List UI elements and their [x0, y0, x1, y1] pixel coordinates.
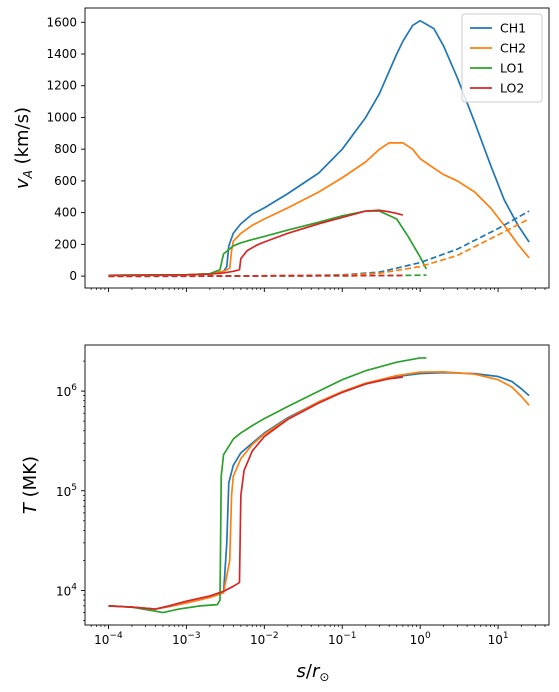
top-series-lo2-line — [108, 209, 404, 277]
bottom-xtick-label: 101 — [488, 631, 509, 647]
legend-box — [461, 13, 543, 103]
top-series-dashed-7-line — [108, 274, 403, 278]
top-ytick-label: 1400 — [46, 47, 77, 61]
bottom-series-lo2-line — [108, 376, 403, 610]
bottom-ytick-label: 105 — [56, 483, 77, 499]
bottom-panel-temperature: 10−4 10−3 10−2 10−1 100 101 104 105 106 T (MK) s/r… — [20, 344, 550, 684]
legend-label-lo2: LO2 — [500, 81, 524, 96]
top-ytick-label: 800 — [54, 142, 77, 156]
bottom-ylabel: T (MK) — [20, 456, 41, 514]
bottom-xtick-label: 10−3 — [172, 631, 201, 647]
top-series-ch2-line — [108, 141, 530, 277]
top-series-dashed-5-line — [108, 218, 530, 277]
bottom-ytick-label: 104 — [56, 582, 77, 598]
top-legend: CH1 CH2 LO1 LO2 — [461, 13, 543, 103]
top-panel-velocity: 0 200 400 600 800 1000 1200 1400 1600 vA (km/s) CH… — [12, 7, 550, 292]
bottom-axes-frame — [84, 344, 550, 626]
bottom-xtick-label: 100 — [410, 631, 431, 647]
bottom-xtick-label: 10−2 — [250, 631, 279, 647]
top-ylabel: vA (km/s) — [12, 107, 35, 189]
top-ytick-label: 400 — [54, 206, 77, 220]
bottom-series-lo1-line — [108, 357, 427, 614]
bottom-xtick-label: 10−1 — [328, 631, 357, 647]
top-ytick-label: 1600 — [46, 15, 77, 29]
bottom-xtick-label: 10−4 — [94, 631, 123, 647]
top-series-lo1-line — [108, 210, 428, 277]
top-ytick-label: 600 — [54, 174, 77, 188]
legend-label-ch2: CH2 — [500, 41, 526, 56]
top-series-dashed-4-line — [108, 210, 530, 277]
top-ytick-label: 200 — [54, 237, 77, 251]
top-ytick-label: 1200 — [46, 79, 77, 93]
top-ytick-label: 1000 — [46, 110, 77, 124]
bottom-ytick-label: 106 — [56, 383, 77, 399]
top-ytick-label: 0 — [69, 269, 77, 283]
bottom-series-ch2-line — [108, 370, 530, 610]
top-axes-frame — [84, 7, 550, 289]
bottom-series-ch1-line — [108, 371, 530, 610]
bottom-xlabel: s/r⊙ — [297, 661, 330, 684]
legend-label-ch1: CH1 — [500, 21, 526, 36]
legend-label-lo1: LO1 — [500, 61, 524, 76]
